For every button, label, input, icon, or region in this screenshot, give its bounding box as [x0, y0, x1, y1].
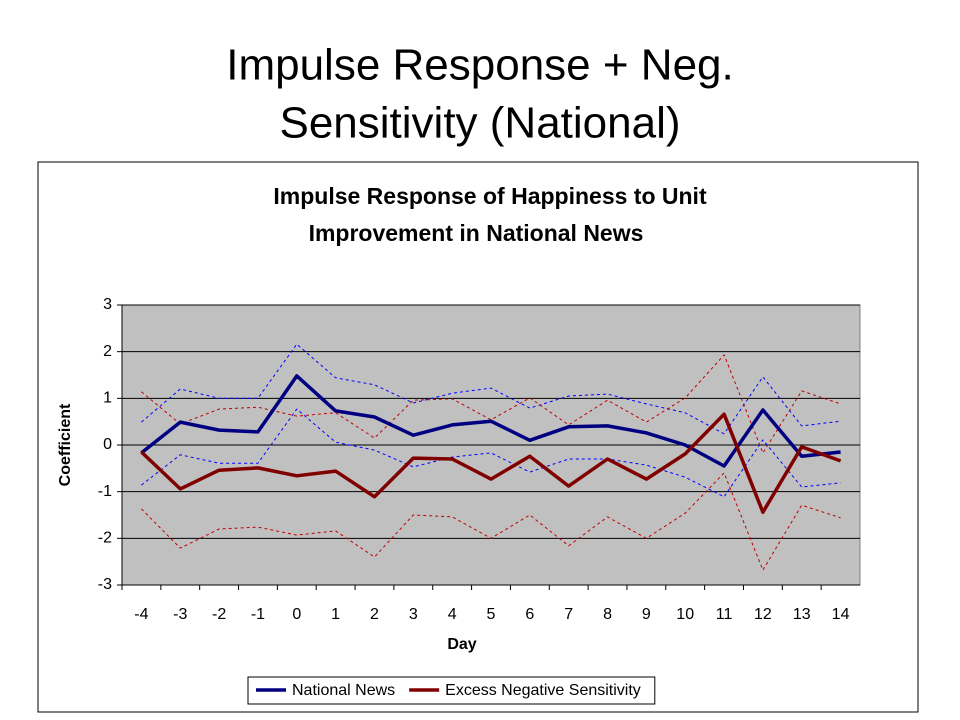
x-tick-label: -2 [212, 606, 226, 623]
x-tick-label: 2 [370, 606, 379, 623]
confidence-line [141, 354, 841, 454]
confidence-line [141, 408, 841, 498]
y-tick-label: -2 [98, 530, 112, 547]
confidence-line [141, 472, 841, 571]
series-line [140, 412, 842, 514]
x-tick-label: 9 [642, 606, 651, 623]
x-tick-label: -4 [134, 606, 148, 623]
y-tick-label: -1 [98, 483, 112, 500]
y-axis-label: Coefficient [57, 403, 74, 486]
x-tick-label: 14 [832, 606, 850, 623]
x-tick-label: -1 [251, 606, 265, 623]
legend [247, 676, 656, 705]
chart-title: Improvement in National News [309, 220, 644, 246]
slide-title: Impulse Response + Neg. [226, 41, 734, 90]
x-tick-label: 13 [793, 606, 811, 623]
slide-title: Sensitivity (National) [279, 99, 680, 148]
x-tick-label: 8 [603, 606, 612, 623]
series-line [140, 374, 841, 468]
confidence-line [141, 343, 841, 435]
y-tick-label: 3 [103, 296, 112, 313]
x-tick-label: 6 [525, 606, 534, 623]
x-tick-label: 10 [676, 606, 694, 623]
x-tick-label: 4 [448, 606, 457, 623]
y-tick-label: 2 [103, 343, 112, 360]
legend-label: National News [292, 682, 395, 699]
y-tick-label: -3 [98, 576, 112, 593]
x-tick-label: 5 [487, 606, 496, 623]
chart-title: Impulse Response of Happiness to Unit [273, 183, 707, 209]
x-axis-label: Day [447, 636, 476, 653]
x-tick-label: 11 [716, 606, 733, 623]
x-tick-label: 12 [754, 606, 772, 623]
x-tick-label: 3 [409, 606, 418, 623]
y-tick-label: 0 [103, 436, 112, 453]
legend-label: Excess Negative Sensitivity [445, 682, 641, 699]
x-tick-label: 1 [331, 606, 340, 623]
x-tick-label: 0 [292, 606, 301, 623]
y-tick-label: 1 [103, 390, 112, 407]
x-tick-label: 7 [564, 606, 573, 623]
x-tick-label: -3 [173, 606, 187, 623]
